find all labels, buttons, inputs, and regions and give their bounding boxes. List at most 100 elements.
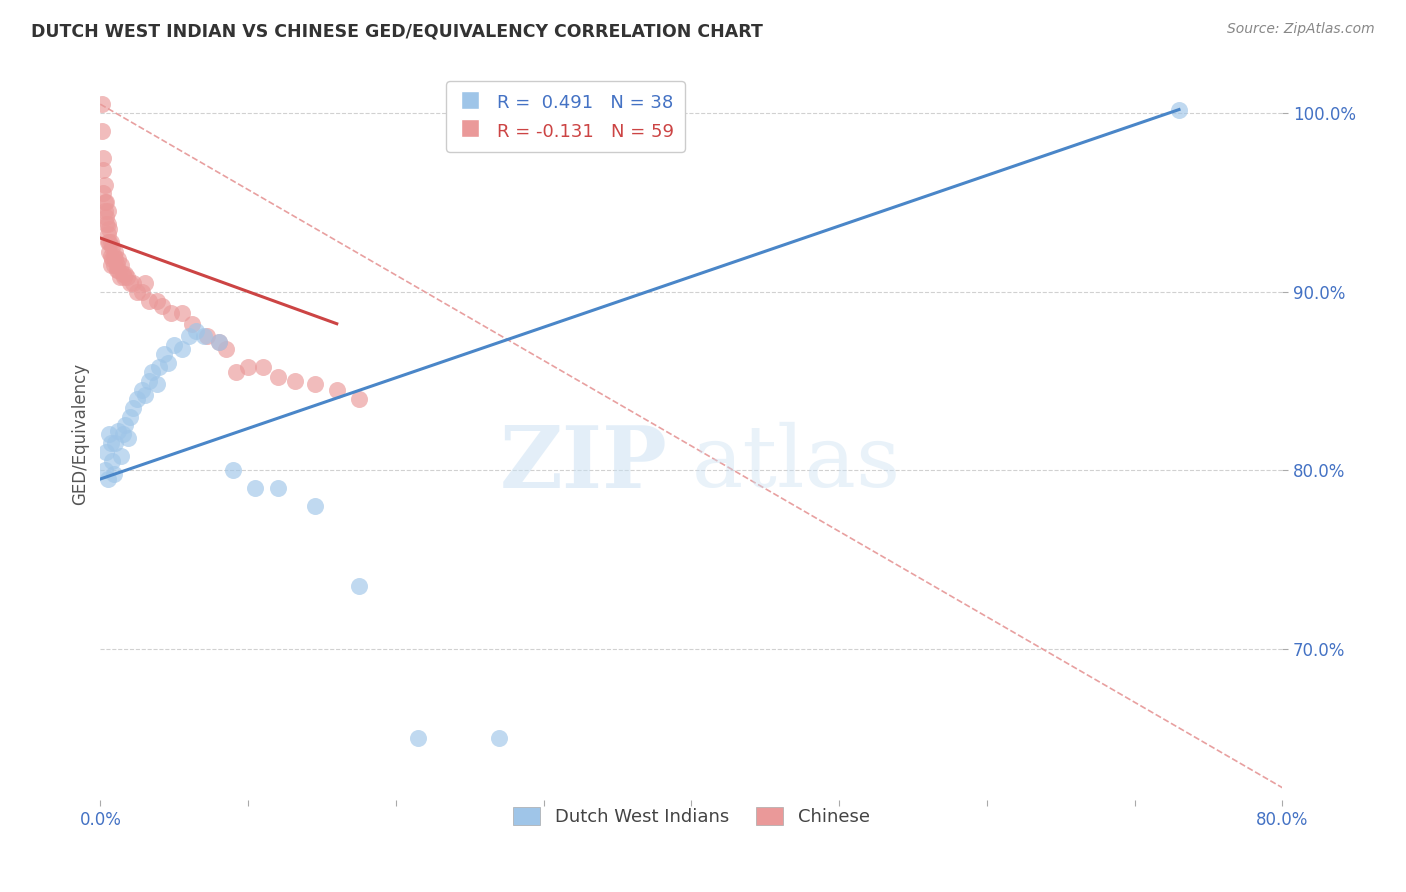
Point xyxy=(157,356,180,370)
Point xyxy=(1168,103,1191,117)
Legend: Dutch West Indians, Chinese: Dutch West Indians, Chinese xyxy=(505,797,879,835)
Point xyxy=(304,377,326,392)
Point xyxy=(170,306,193,320)
Point xyxy=(145,377,167,392)
Text: ZIP: ZIP xyxy=(501,422,668,506)
Point xyxy=(94,463,117,477)
Text: Source: ZipAtlas.com: Source: ZipAtlas.com xyxy=(1227,22,1375,37)
Point xyxy=(97,227,120,242)
Point xyxy=(94,204,117,219)
Point xyxy=(127,285,149,299)
Point xyxy=(111,267,134,281)
Point xyxy=(105,263,128,277)
Point xyxy=(97,204,120,219)
Point xyxy=(207,334,229,349)
Point xyxy=(94,195,117,210)
Point xyxy=(347,392,370,406)
Point xyxy=(177,329,200,343)
Point xyxy=(97,472,120,486)
Point xyxy=(326,383,349,397)
Point xyxy=(138,374,160,388)
Point xyxy=(252,359,274,374)
Point xyxy=(104,436,127,450)
Point xyxy=(236,359,259,374)
Point xyxy=(110,258,132,272)
Point xyxy=(160,306,183,320)
Point xyxy=(91,163,114,178)
Point xyxy=(148,359,170,374)
Point xyxy=(153,347,176,361)
Point xyxy=(207,334,229,349)
Point xyxy=(134,276,156,290)
Point xyxy=(186,324,208,338)
Point xyxy=(347,579,370,593)
Point xyxy=(163,338,186,352)
Text: atlas: atlas xyxy=(692,422,900,505)
Point xyxy=(193,329,215,343)
Point xyxy=(96,210,118,224)
Point xyxy=(127,392,149,406)
Point xyxy=(245,481,267,495)
Point xyxy=(145,293,167,308)
Point xyxy=(115,270,138,285)
Point xyxy=(96,195,118,210)
Point xyxy=(101,252,124,267)
Point xyxy=(266,481,288,495)
Point xyxy=(98,235,121,249)
Point xyxy=(90,97,112,112)
Point xyxy=(105,258,128,272)
Point xyxy=(100,436,122,450)
Point xyxy=(97,235,120,249)
Point xyxy=(98,427,121,442)
Point xyxy=(118,409,141,424)
Point xyxy=(131,383,153,397)
Point xyxy=(101,240,124,254)
Point xyxy=(284,374,307,388)
Point xyxy=(96,217,118,231)
Point xyxy=(107,252,129,267)
Point xyxy=(107,424,129,438)
Point xyxy=(96,445,118,459)
Point xyxy=(100,249,122,263)
Point xyxy=(114,418,136,433)
Point xyxy=(91,151,114,165)
Point xyxy=(170,342,193,356)
Point xyxy=(104,252,127,267)
Point xyxy=(112,270,135,285)
Point xyxy=(304,499,326,513)
Point xyxy=(121,276,143,290)
Point xyxy=(181,317,204,331)
Point xyxy=(266,370,288,384)
Point xyxy=(134,388,156,402)
Point xyxy=(488,731,510,745)
Point xyxy=(114,267,136,281)
Point xyxy=(91,186,114,201)
Point xyxy=(152,299,174,313)
Point xyxy=(103,467,125,481)
Point xyxy=(118,276,141,290)
Point xyxy=(117,431,139,445)
Point xyxy=(103,249,125,263)
Point xyxy=(108,270,131,285)
Point xyxy=(98,245,121,260)
Text: DUTCH WEST INDIAN VS CHINESE GED/EQUIVALENCY CORRELATION CHART: DUTCH WEST INDIAN VS CHINESE GED/EQUIVAL… xyxy=(31,22,763,40)
Point xyxy=(101,454,124,468)
Point xyxy=(121,401,143,415)
Point xyxy=(107,263,129,277)
Point xyxy=(103,258,125,272)
Point xyxy=(111,427,134,442)
Point xyxy=(195,329,218,343)
Point xyxy=(104,245,127,260)
Point xyxy=(100,258,122,272)
Point xyxy=(225,365,247,379)
Y-axis label: GED/Equivalency: GED/Equivalency xyxy=(72,363,89,506)
Point xyxy=(141,365,163,379)
Point xyxy=(97,217,120,231)
Point xyxy=(138,293,160,308)
Point xyxy=(94,178,117,192)
Point xyxy=(131,285,153,299)
Point xyxy=(90,124,112,138)
Point xyxy=(98,222,121,236)
Point xyxy=(215,342,238,356)
Point xyxy=(100,235,122,249)
